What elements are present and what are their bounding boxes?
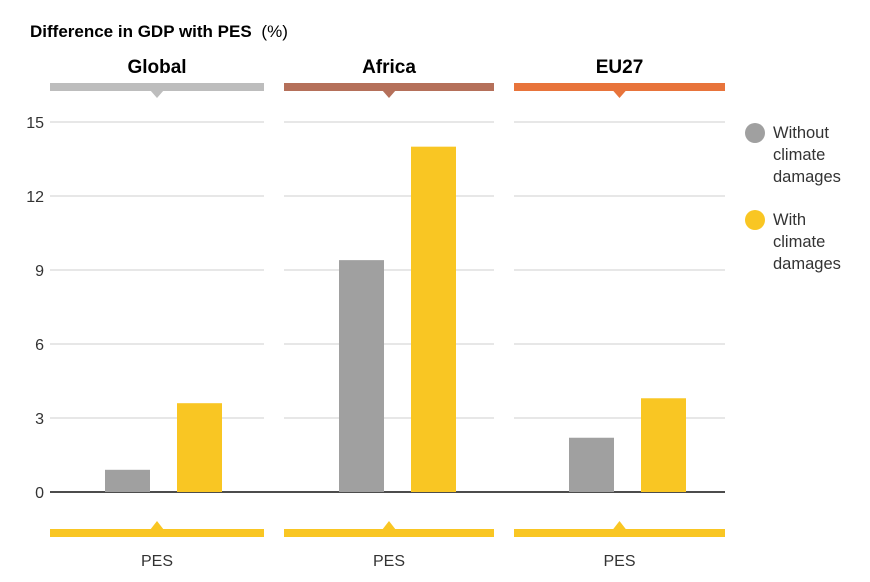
y-tick-label: 9 bbox=[35, 263, 44, 280]
y-tick-label: 3 bbox=[35, 411, 44, 428]
panel-title: Africa bbox=[362, 57, 416, 78]
panel-footer-notch bbox=[612, 521, 627, 530]
grid-lines bbox=[50, 121, 725, 493]
legend-label: damages bbox=[773, 168, 841, 186]
panel-footer-notch bbox=[150, 521, 164, 530]
panel-footer-bar bbox=[514, 529, 725, 537]
legend-item: Without climate damages bbox=[745, 123, 841, 186]
panels: Global PES Africa PES EU27 PES bbox=[50, 57, 725, 570]
panel-eu27: EU27 PES bbox=[514, 57, 725, 570]
legend-label: With bbox=[773, 211, 806, 229]
panel-footer-bar bbox=[284, 529, 494, 537]
panel-footer-bar bbox=[50, 529, 264, 537]
legend: Without climate damages With climate damages bbox=[745, 123, 841, 273]
y-tick-label: 12 bbox=[26, 189, 44, 206]
panel-global: Global PES bbox=[50, 57, 264, 570]
x-category-label: PES bbox=[373, 553, 405, 570]
panel-header-notch bbox=[150, 90, 164, 98]
bar bbox=[339, 260, 384, 492]
panel-footer-notch bbox=[382, 521, 396, 530]
bar bbox=[411, 146, 456, 492]
x-category-label: PES bbox=[141, 553, 173, 570]
y-tick-label: 15 bbox=[26, 115, 44, 132]
panel-title: Global bbox=[127, 57, 186, 78]
legend-swatch bbox=[745, 123, 765, 143]
chart-title-unit: (%) bbox=[261, 22, 287, 41]
x-category-label: PES bbox=[603, 553, 635, 570]
y-axis: 0 3 6 9 12 15 bbox=[26, 115, 44, 502]
panel-header-bar bbox=[514, 83, 725, 91]
bar bbox=[569, 437, 614, 492]
bar bbox=[177, 403, 222, 492]
panel-title: EU27 bbox=[596, 57, 644, 78]
bar bbox=[105, 469, 150, 492]
panel-header-notch bbox=[382, 90, 396, 98]
chart-title-main: Difference in GDP with PES bbox=[30, 22, 252, 41]
bar bbox=[641, 398, 686, 492]
y-tick-label: 0 bbox=[35, 485, 44, 502]
legend-swatch bbox=[745, 210, 765, 230]
panel-header-bar bbox=[284, 83, 494, 91]
y-tick-label: 6 bbox=[35, 337, 44, 354]
legend-label: Without bbox=[773, 124, 829, 142]
panel-africa: Africa PES bbox=[284, 57, 494, 570]
legend-label: damages bbox=[773, 255, 841, 273]
legend-label: climate bbox=[773, 146, 825, 164]
chart-title: Difference in GDP with PES (%) bbox=[30, 22, 288, 41]
legend-item: With climate damages bbox=[745, 210, 841, 273]
panel-header-notch bbox=[612, 90, 627, 98]
panel-header-bar bbox=[50, 83, 264, 91]
legend-label: climate bbox=[773, 233, 825, 251]
